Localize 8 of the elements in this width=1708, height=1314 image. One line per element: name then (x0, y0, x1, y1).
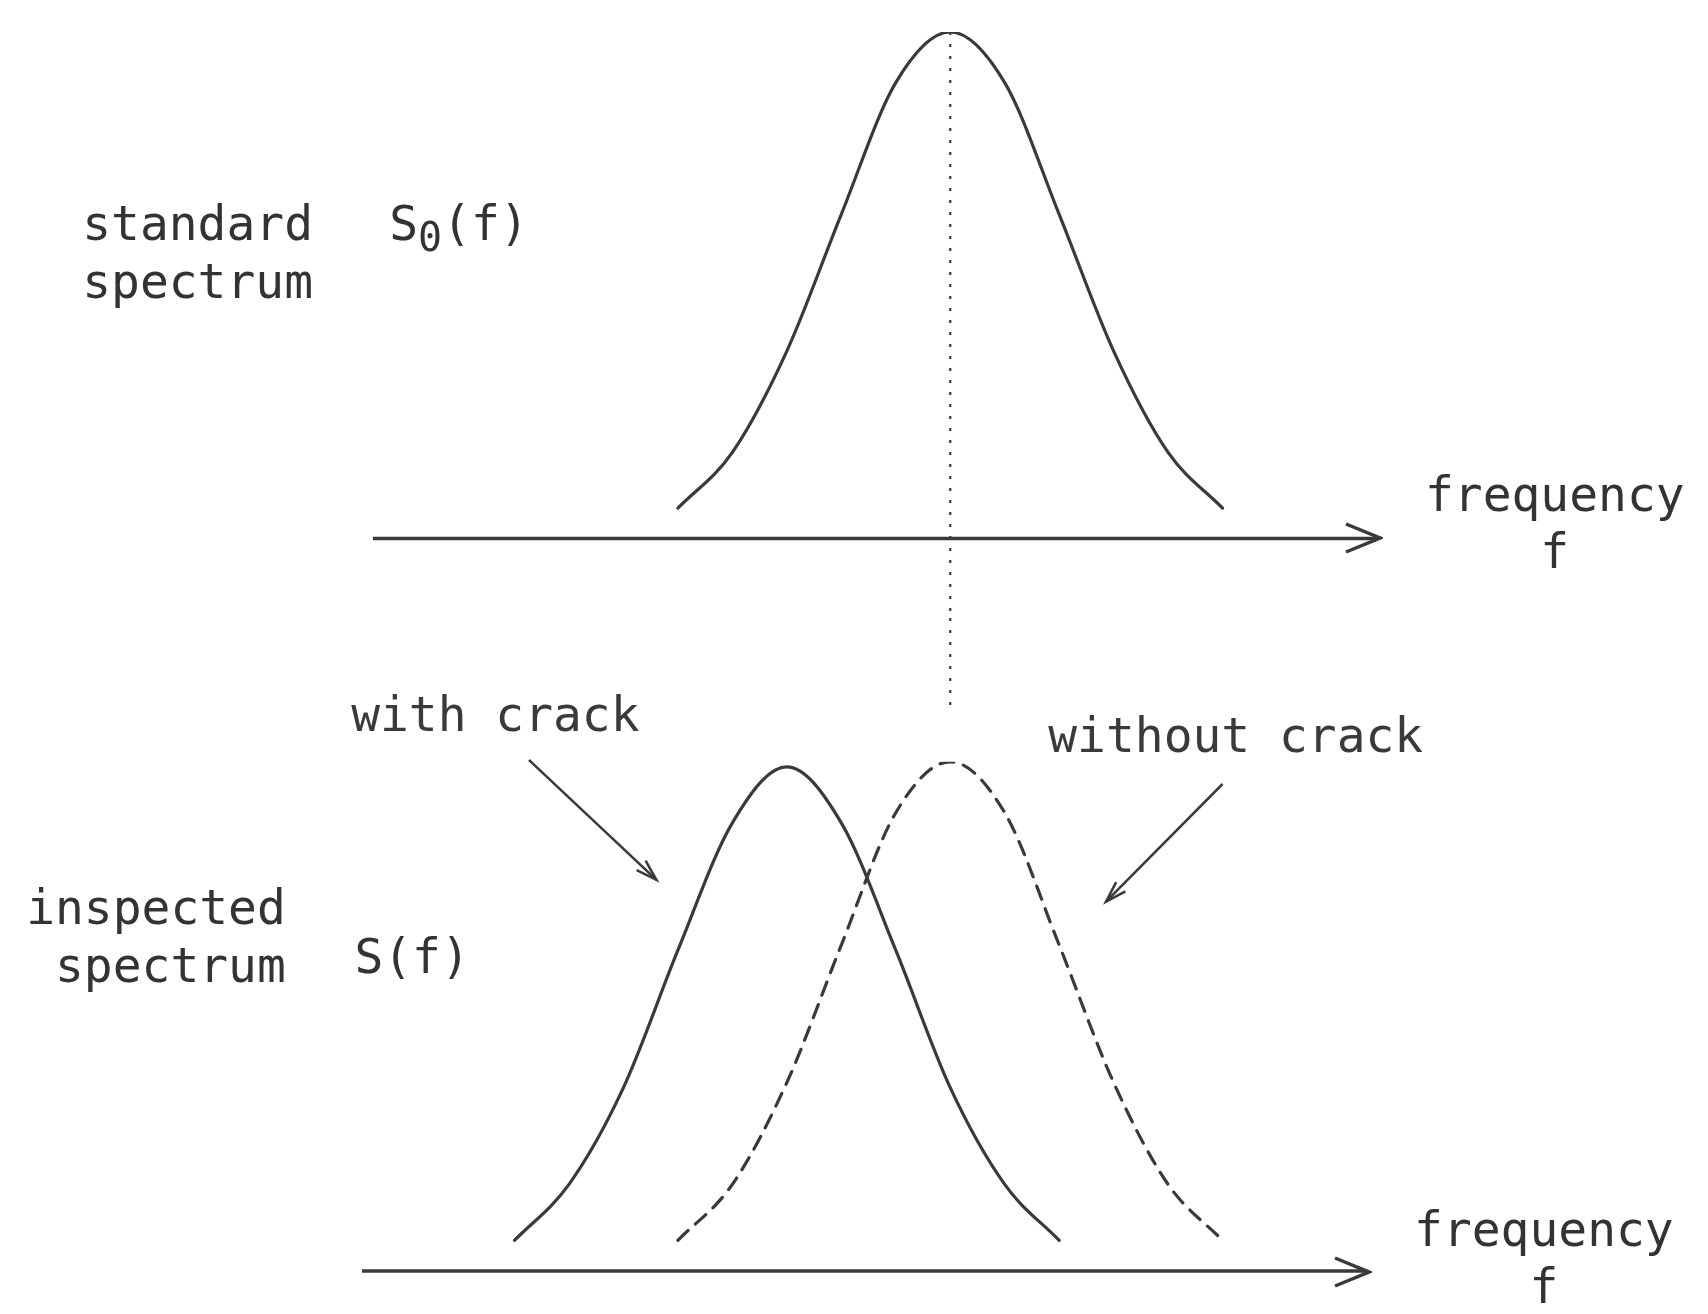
y-axis-title: standard spectrum (81, 195, 313, 311)
y-axis-title: inspected spectrum (25, 879, 286, 995)
x-axis-title: frequency f (1424, 465, 1686, 581)
x-axis-title: frequency f (1413, 1200, 1675, 1314)
series-label: without crack (1048, 707, 1424, 765)
annotation: S(f) (354, 928, 470, 986)
text: with crack (351, 685, 640, 744)
annotation: S$_{0}$(f) (389, 195, 529, 262)
